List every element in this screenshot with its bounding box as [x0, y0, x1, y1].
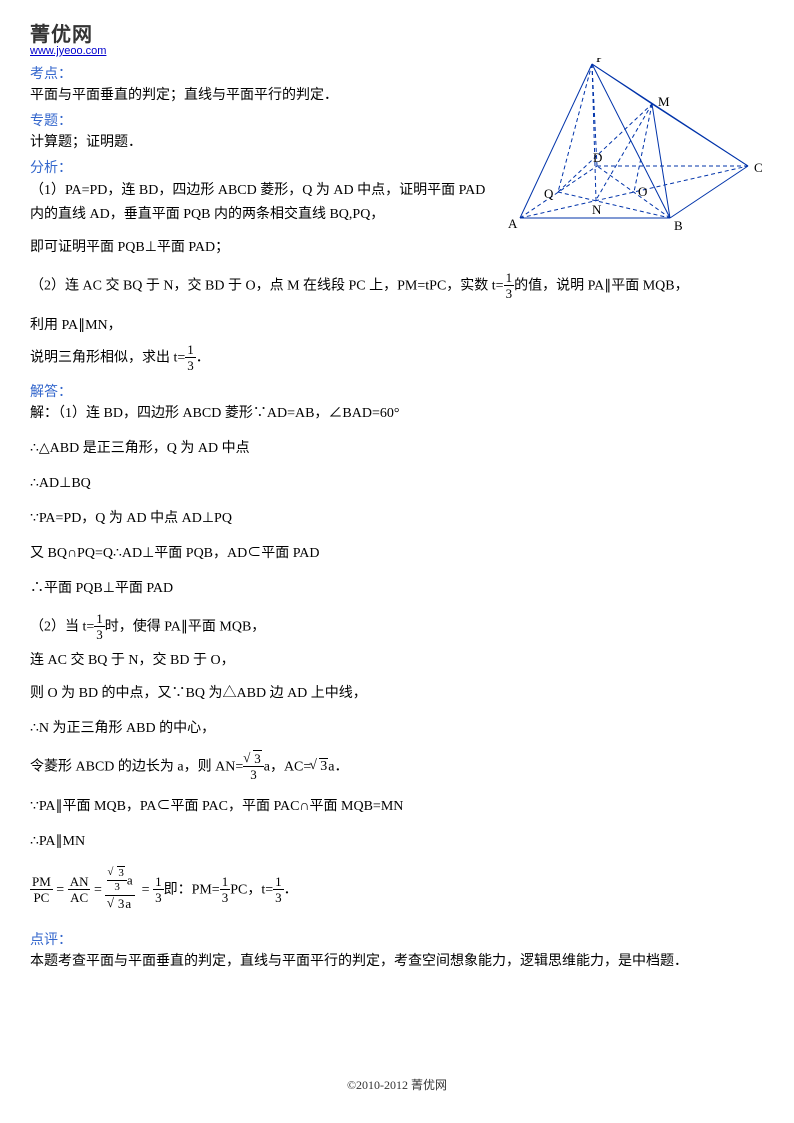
jieda-l8: 连 AC 交 BQ 于 N，交 BD 于 O，	[30, 650, 764, 671]
jieda-l13: ∴PA∥MN	[30, 831, 764, 852]
svg-text:D: D	[593, 150, 602, 165]
svg-text:M: M	[658, 94, 670, 109]
label-dianping: 点评：	[30, 929, 764, 949]
frac-1-3: 13	[94, 612, 105, 641]
site-header: 菁优网 www.jyeoo.com	[30, 18, 764, 57]
fenxi-p1: （1）PA=PD，连 BD，四边形 ABCD 菱形，Q 为 AD 中点，证明平面…	[30, 179, 500, 227]
fenxi-p5b: ．	[196, 350, 210, 365]
svg-text:B: B	[674, 218, 683, 233]
svg-text:C: C	[754, 160, 762, 175]
jieda-l1: 解：（1）连 BD，四边形 ABCD 菱形∵AD=AB，∠BAD=60°	[30, 403, 764, 424]
jieda-l11c: a．	[328, 759, 348, 774]
svg-text:A: A	[508, 216, 518, 231]
svg-text:P: P	[596, 58, 603, 65]
frac-1-3: 13	[220, 875, 231, 904]
dianping-text: 本题考查平面与平面垂直的判定，直线与平面平行的判定，考查空间想象能力，逻辑思维能…	[30, 951, 764, 972]
jieda-l11: 令菱形 ABCD 的边长为 a，则 AN=33a，AC=3a．	[30, 753, 764, 782]
sqrt-3: 3	[311, 756, 328, 777]
jieda-l14b: PC，t=	[230, 882, 273, 897]
fenxi-p5: 说明三角形相似，求出 t=13．	[30, 344, 764, 373]
fenxi-p3: （2）连 AC 交 BQ 于 N，交 BD 于 O，点 M 在线段 PC 上，P…	[30, 272, 764, 301]
site-url-link[interactable]: www.jyeoo.com	[30, 45, 764, 57]
page-footer: ©2010-2012 菁优网	[0, 1076, 794, 1093]
jieda-l10: ∴N 为正三角形 ABD 的中心，	[30, 718, 764, 739]
jieda-l7b: 时，使得 PA∥平面 MQB，	[105, 619, 266, 634]
jieda-l4: ∵PA=PD，Q 为 AD 中点 AD⊥PQ	[30, 508, 764, 529]
svg-text:O: O	[638, 184, 647, 199]
site-name: 菁优网	[30, 18, 764, 47]
jieda-l5: 又 BQ∩PQ=Q∴AD⊥平面 PQB，AD⊂平面 PAD	[30, 543, 764, 564]
jieda-l14c: ．	[284, 882, 298, 897]
svg-text:N: N	[592, 202, 602, 217]
jieda-l2: ∴△ABD 是正三角形，Q 为 AD 中点	[30, 438, 764, 459]
jieda-l14: PMPC = ANAC = 33a3a = 13即：PM=13PC，t=13．	[30, 870, 764, 911]
svg-text:Q: Q	[544, 186, 554, 201]
frac-1-3: 13	[185, 343, 196, 372]
jieda-l9: 则 O 为 BD 的中点，又∵BQ 为△ABD 边 AD 上中线，	[30, 683, 764, 704]
jieda-l7: （2）当 t=13时，使得 PA∥平面 MQB，	[30, 613, 764, 642]
jieda-l3: ∴AD⊥BQ	[30, 473, 764, 494]
fenxi-p4: 利用 PA∥MN，	[30, 315, 764, 336]
jieda-l11b: a，AC=	[264, 759, 312, 774]
fenxi-p2: 即可证明平面 PQB⊥平面 PAD；	[30, 237, 764, 258]
fenxi-p3b: 的值，说明 PA∥平面 MQB，	[514, 278, 689, 293]
frac-1-3: 13	[153, 875, 164, 904]
jieda-l14a: 即：PM=	[164, 882, 220, 897]
jieda-l11a: 令菱形 ABCD 的边长为 a，则 AN=	[30, 759, 243, 774]
geometry-diagram: P M C B A D Q N O	[502, 58, 762, 238]
jieda-l7a: （2）当 t=	[30, 619, 94, 634]
frac-pm-pc: PMPC	[30, 875, 53, 904]
frac-1-3: 13	[504, 271, 515, 300]
fenxi-p5a: 说明三角形相似，求出 t=	[30, 350, 185, 365]
fenxi-p3a: （2）连 AC 交 BQ 于 N，交 BD 于 O，点 M 在线段 PC 上，P…	[30, 278, 504, 293]
label-jieda: 解答：	[30, 381, 764, 401]
frac-1-3: 13	[273, 875, 284, 904]
jieda-l6: ∴平面 PQB⊥平面 PAD	[30, 578, 764, 599]
frac-sqrt3-3: 33	[243, 752, 264, 781]
frac-complex: 33a3a	[105, 869, 134, 910]
frac-an-ac: ANAC	[68, 875, 91, 904]
jieda-l12: ∵PA∥平面 MQB，PA⊂平面 PAC，平面 PAC∩平面 MQB=MN	[30, 796, 764, 817]
